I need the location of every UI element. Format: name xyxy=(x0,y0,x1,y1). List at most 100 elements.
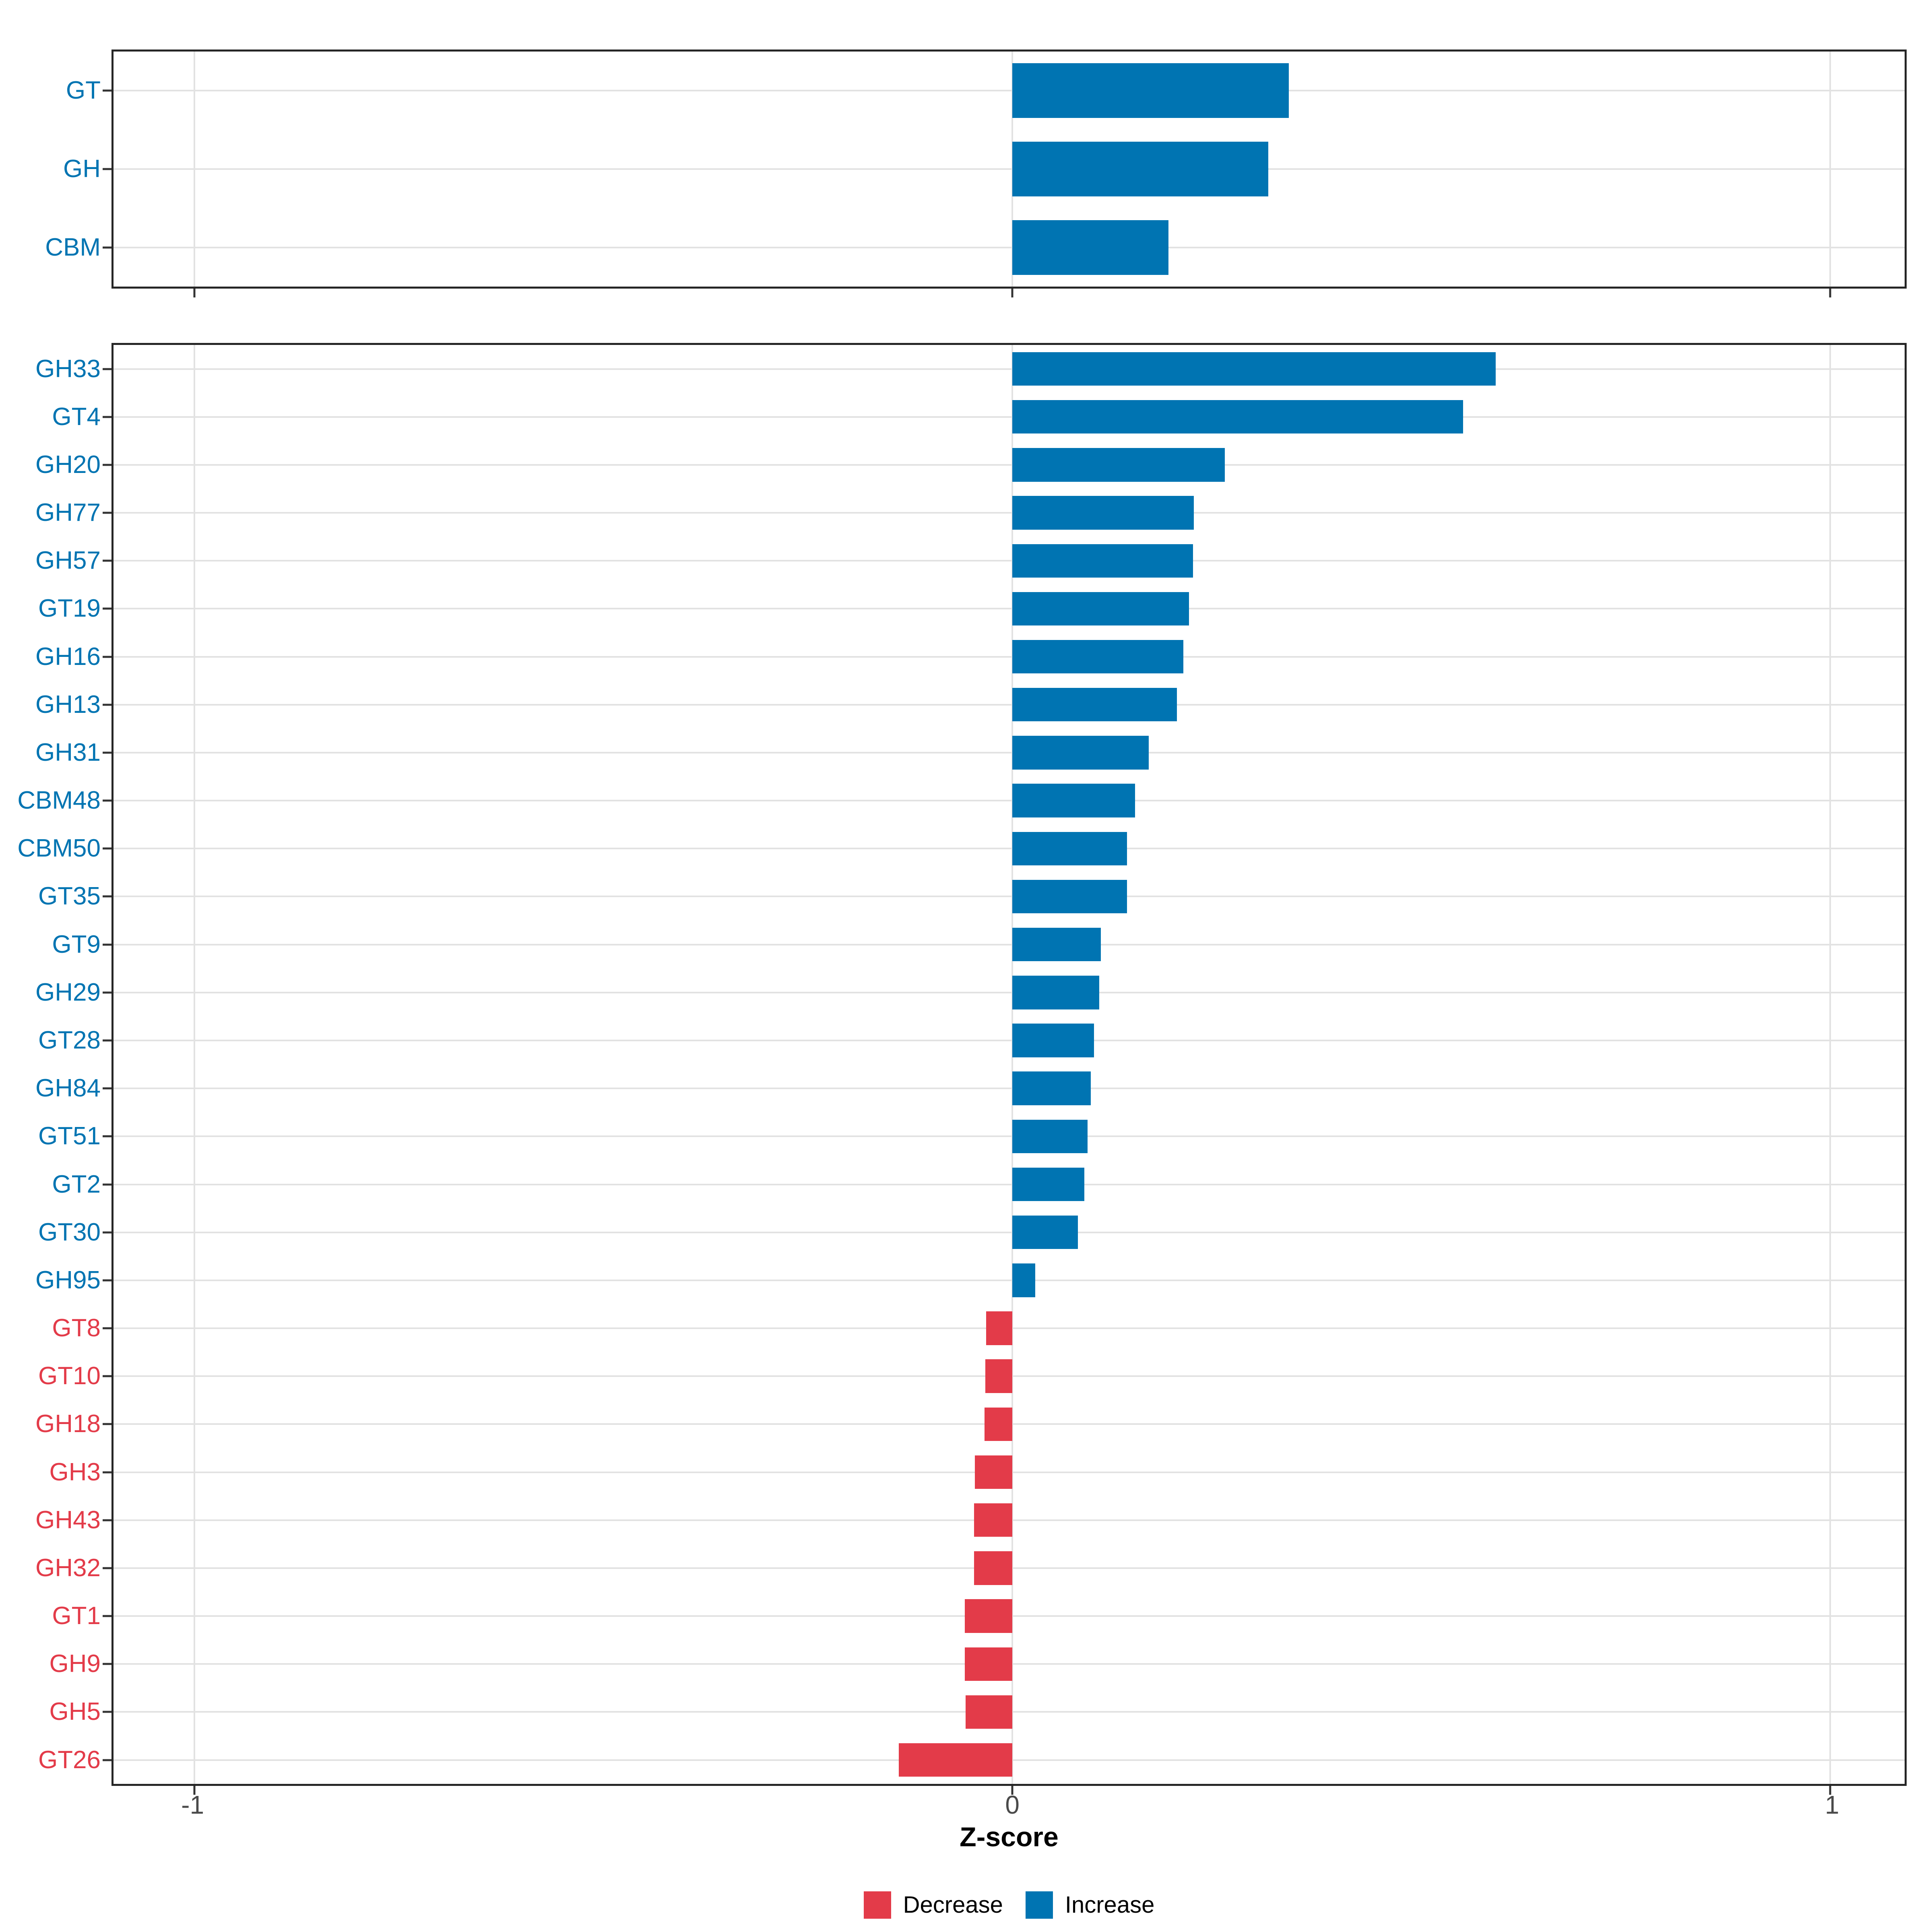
bar-gh16 xyxy=(1012,640,1183,674)
bar-cbm xyxy=(1012,220,1169,275)
bar-gt4 xyxy=(1012,400,1463,434)
x-axis-tick xyxy=(1829,1786,1831,1795)
category-label: GH57 xyxy=(35,547,101,575)
legend-item-increase: Increase xyxy=(1025,1891,1155,1919)
horizontal-gridline xyxy=(114,1183,1905,1185)
category-row-gt30: GT30 xyxy=(38,1208,1905,1256)
horizontal-gridline xyxy=(114,800,1905,802)
bar-cbm50 xyxy=(1012,832,1127,865)
x-axis-tick-label: -1 xyxy=(181,1790,204,1819)
bar-gt1 xyxy=(965,1599,1013,1633)
bar-gt30 xyxy=(1012,1215,1078,1249)
bar-gt28 xyxy=(1012,1024,1094,1057)
legend-label-decrease: Decrease xyxy=(903,1892,1003,1918)
horizontal-gridline xyxy=(114,991,1905,993)
category-row-gh16: GH16 xyxy=(35,633,1905,681)
y-axis-tick xyxy=(103,751,111,754)
x-axis-tick xyxy=(1011,1786,1013,1795)
category-label: GH20 xyxy=(35,450,101,479)
bar-gt xyxy=(1012,63,1289,118)
horizontal-gridline xyxy=(114,168,1905,170)
panel-class-summary: GT GH CBM xyxy=(45,50,1907,297)
legend-item-decrease: Decrease xyxy=(863,1891,1003,1919)
category-row-gh3: GH3 xyxy=(50,1448,1905,1496)
category-row-cbm: CBM xyxy=(45,208,1905,287)
y-axis-tick xyxy=(103,1135,111,1137)
bar-gh84 xyxy=(1012,1071,1091,1105)
bar-gh13 xyxy=(1012,688,1177,722)
horizontal-gridline xyxy=(114,896,1905,898)
category-row-gt19: GT19 xyxy=(38,585,1905,633)
vertical-gridline xyxy=(1829,345,1831,1784)
x-axis-tick xyxy=(1829,289,1831,297)
category-row-gt26: GT26 xyxy=(38,1736,1905,1784)
legend-swatch-decrease xyxy=(863,1891,891,1919)
horizontal-gridline xyxy=(114,1088,1905,1090)
y-axis-tick xyxy=(103,1567,111,1569)
category-row-gh9: GH9 xyxy=(50,1640,1905,1688)
bar-gh57 xyxy=(1012,544,1193,578)
y-axis-tick xyxy=(103,991,111,994)
y-axis-tick xyxy=(103,512,111,514)
y-axis-tick xyxy=(103,1759,111,1761)
bar-gh29 xyxy=(1012,976,1099,1009)
category-row-gt28: GT28 xyxy=(38,1016,1905,1064)
x-axis-tick-label: 0 xyxy=(1005,1790,1020,1819)
category-label: GT51 xyxy=(38,1122,101,1150)
horizontal-gridline xyxy=(114,848,1905,850)
y-axis-tick xyxy=(103,368,111,370)
category-label: GT28 xyxy=(38,1026,101,1054)
category-row-gt2: GT2 xyxy=(52,1160,1905,1208)
bar-gh32 xyxy=(974,1551,1013,1585)
horizontal-gridline xyxy=(114,751,1905,753)
horizontal-gridline xyxy=(114,608,1905,610)
bar-gt19 xyxy=(1012,592,1189,626)
category-row-gh5: GH5 xyxy=(50,1688,1905,1736)
bar-gt10 xyxy=(985,1359,1013,1393)
bar-gh31 xyxy=(1012,736,1149,770)
bar-gt9 xyxy=(1012,927,1101,962)
category-row-gh29: GH29 xyxy=(35,968,1905,1016)
category-label: GH95 xyxy=(35,1266,101,1294)
category-label: GT9 xyxy=(52,930,101,958)
category-row-gh43: GH43 xyxy=(35,1496,1905,1544)
horizontal-gridline xyxy=(114,560,1905,562)
category-row-gt9: GT9 xyxy=(52,921,1905,968)
y-axis-tick xyxy=(103,1375,111,1377)
category-row-gt4: GT4 xyxy=(52,393,1905,441)
y-axis-tick xyxy=(103,607,111,610)
x-axis-tick-labels: -1 0 1 xyxy=(111,1792,1907,1820)
category-label: GH13 xyxy=(35,690,101,718)
legend-label-increase: Increase xyxy=(1065,1892,1155,1918)
category-label: GH18 xyxy=(35,1410,101,1438)
x-axis-tick xyxy=(193,1786,196,1795)
horizontal-gridline xyxy=(114,656,1905,658)
horizontal-gridline xyxy=(114,246,1905,248)
y-axis-tick xyxy=(103,1327,111,1329)
bar-gh43 xyxy=(974,1503,1013,1537)
category-label: GT8 xyxy=(52,1314,101,1342)
bar-gh20 xyxy=(1012,448,1225,482)
y-axis-tick xyxy=(103,1279,111,1282)
category-row-gh95: GH95 xyxy=(35,1256,1905,1304)
y-axis-tick xyxy=(103,1663,111,1665)
horizontal-gridline xyxy=(114,1135,1905,1137)
y-axis-tick xyxy=(103,416,111,418)
horizontal-gridline xyxy=(114,1231,1905,1233)
category-label: GH9 xyxy=(49,1650,101,1678)
horizontal-gridline xyxy=(114,416,1905,418)
x-axis-tick xyxy=(193,289,196,297)
category-label: GH33 xyxy=(35,355,101,383)
bar-gh33 xyxy=(1012,352,1496,386)
category-label: GH32 xyxy=(35,1554,101,1582)
category-row-gh18: GH18 xyxy=(35,1400,1905,1448)
y-axis-tick xyxy=(103,847,111,850)
horizontal-gridline xyxy=(114,90,1905,92)
horizontal-gridline xyxy=(114,1279,1905,1281)
y-axis-tick xyxy=(103,1471,111,1474)
category-label: GH16 xyxy=(35,642,101,671)
bar-gh9 xyxy=(965,1647,1013,1681)
bar-gh18 xyxy=(985,1407,1013,1441)
vertical-gridline xyxy=(1011,345,1013,1784)
category-label: CBM50 xyxy=(17,834,101,863)
